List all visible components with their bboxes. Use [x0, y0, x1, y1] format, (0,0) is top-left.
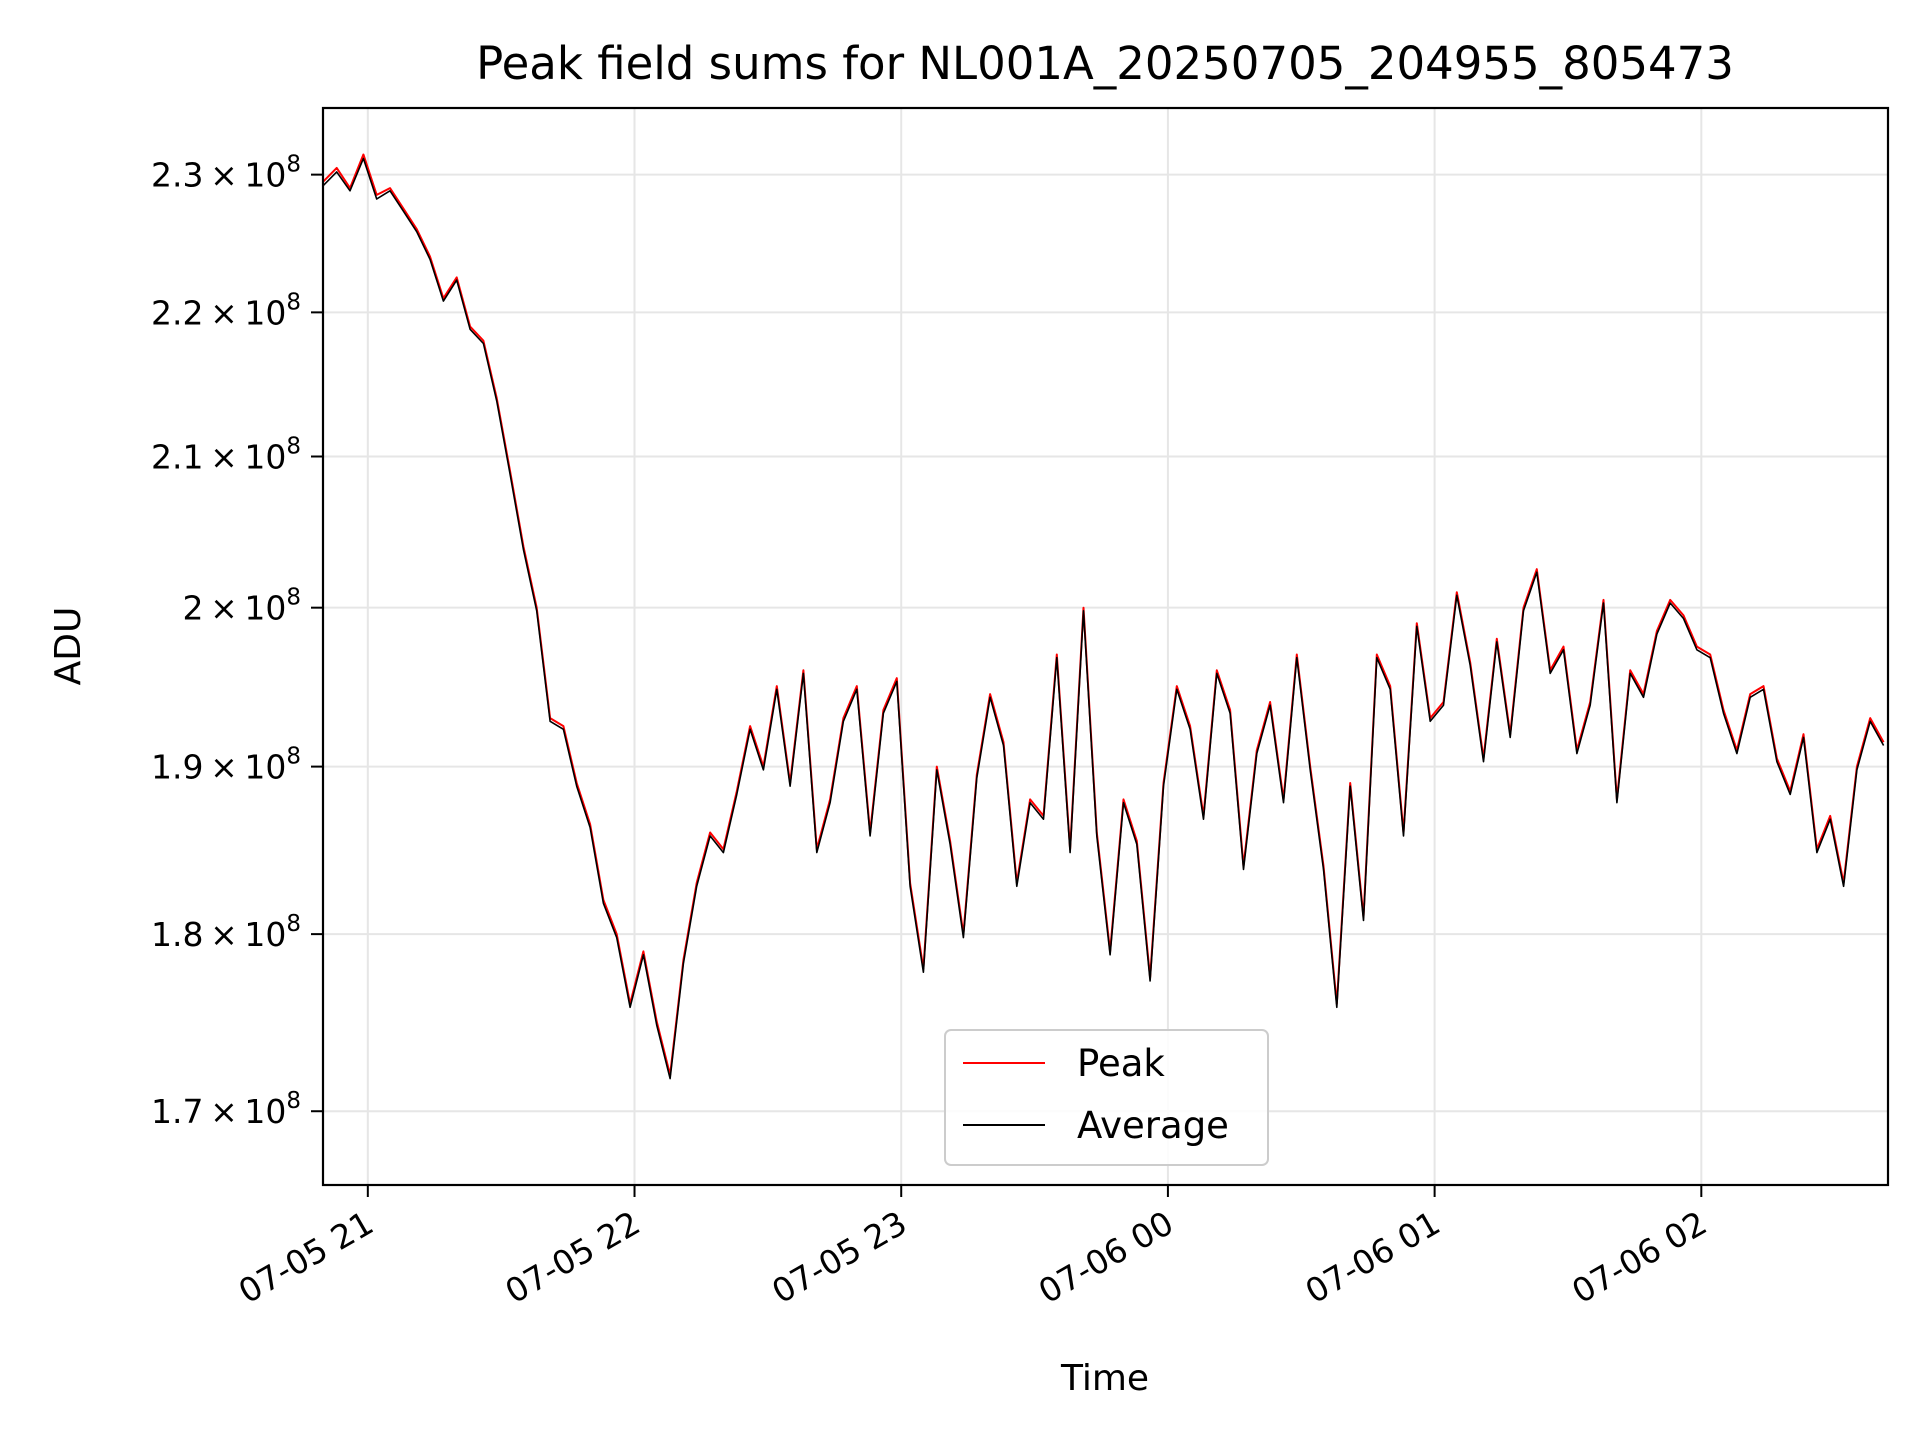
y-tick-mantissa: 1.7: [151, 1092, 203, 1131]
plot-frame: [321, 106, 1890, 1187]
y-tick-label: 2.1 × 108: [151, 434, 301, 477]
y-tick-base: × 10: [204, 293, 287, 332]
y-tick-label: 1.9 × 108: [151, 744, 301, 787]
x-tick-label: 07-05 23: [765, 1203, 913, 1311]
x-tick-label: 07-06 01: [1299, 1203, 1447, 1311]
y-tick-exponent: 8: [286, 152, 301, 178]
y-tick-mantissa: 2.2: [151, 293, 203, 332]
y-tick-mantissa: 2.3: [151, 156, 203, 195]
y-tick-exponent: 8: [286, 434, 301, 460]
y-tick-exponent: 8: [286, 911, 301, 937]
y-tick-base: × 10: [204, 156, 287, 195]
x-tick-label: 07-05 22: [499, 1203, 647, 1311]
y-tick-base: × 10: [204, 915, 287, 954]
y-tick-label: 1.8 × 108: [151, 911, 301, 954]
grid-lines: [323, 108, 1888, 1185]
x-axis: 07-05 21 07-05 22 07-05 23 07-06 00 07-06 01…: [232, 1185, 1713, 1311]
y-tick-exponent: 8: [286, 744, 301, 770]
y-tick-exponent: 8: [286, 1088, 301, 1114]
y-tick-base: × 10: [204, 748, 287, 787]
y-tick-label: 2.2 × 108: [151, 289, 301, 332]
y-tick-mantissa: 1.9: [151, 748, 203, 787]
x-tick-label: 07-06 00: [1032, 1203, 1180, 1311]
y-tick-mantissa: 2.1: [151, 438, 203, 477]
y-tick-mantissa: 2: [183, 589, 204, 628]
chart-title: Peak field sums for NL001A_20250705_2049…: [476, 37, 1734, 90]
series-line-average: [322, 157, 1885, 1080]
x-tick-label: 07-05 21: [232, 1203, 380, 1311]
series-layer: [322, 153, 1885, 1080]
y-tick-base: × 10: [204, 1092, 287, 1131]
y-tick-base: × 10: [204, 589, 287, 628]
y-axis-label: ADU: [48, 607, 89, 686]
legend: Peak Average: [944, 1029, 1269, 1166]
y-tick-label: 2.3 × 108: [151, 152, 301, 195]
y-tick-exponent: 8: [286, 289, 301, 315]
x-axis-label: Time: [1060, 1358, 1149, 1399]
y-tick-label: 1.7 × 108: [151, 1088, 301, 1131]
y-tick-exponent: 8: [286, 585, 301, 611]
y-tick-mantissa: 1.8: [151, 915, 203, 954]
y-tick-label: 2 × 108: [183, 585, 301, 628]
y-tick-base: × 10: [204, 438, 287, 477]
x-tick-label: 07-06 02: [1565, 1203, 1713, 1311]
legend-label-average: Average: [1077, 1104, 1229, 1147]
series-line-peak: [322, 153, 1885, 1076]
legend-label-peak: Peak: [1077, 1042, 1165, 1085]
